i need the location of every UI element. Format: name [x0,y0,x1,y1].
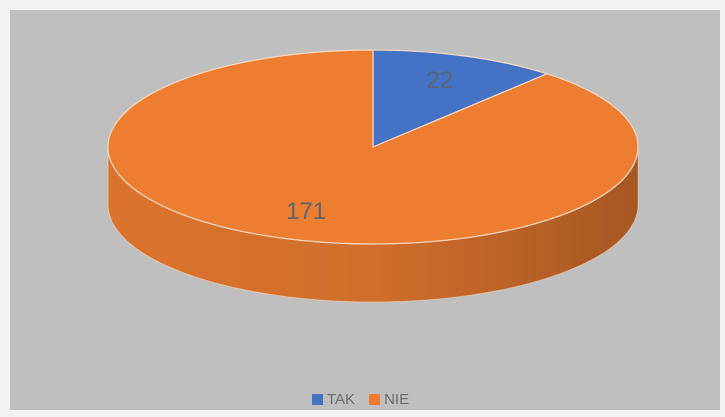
data-label: 171 [286,198,326,225]
legend-label: NIE [384,391,409,408]
slice [107,49,639,245]
slice-side-shade [108,147,638,302]
legend-label: TAK [327,391,355,408]
slice [372,49,549,148]
legend-swatch [369,394,381,405]
legend-swatch [312,394,323,405]
data-label: 22 [427,67,454,94]
